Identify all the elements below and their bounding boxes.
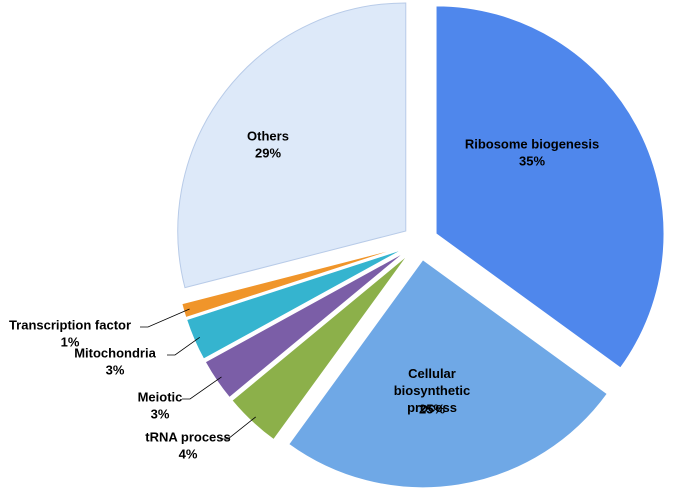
value-label: 3% <box>151 406 170 421</box>
slice-label: Cellular biosynthetic process <box>394 366 471 415</box>
slice-label: Mitochondria <box>74 345 156 360</box>
value-label: 25% <box>419 401 445 416</box>
slice-label: Others <box>247 128 289 143</box>
value-label: 35% <box>519 153 545 168</box>
pie-slice <box>435 5 665 369</box>
value-label: 29% <box>255 145 281 160</box>
value-label: 3% <box>106 362 125 377</box>
pie-slice <box>181 246 403 319</box>
pie-slice <box>288 259 608 489</box>
pie-slice <box>186 248 404 360</box>
slice-label: Ribosome biogenesis <box>465 136 599 151</box>
leader-line <box>167 336 200 356</box>
slice-label: Meiotic <box>138 389 183 404</box>
value-label: 1% <box>61 334 80 349</box>
leader-line <box>140 308 190 328</box>
leader-line <box>220 416 256 440</box>
pie-slice <box>231 254 409 441</box>
leader-line <box>182 376 222 400</box>
slice-label: Transcription factor <box>9 317 131 332</box>
pie-slice <box>177 2 407 289</box>
value-label: 4% <box>179 446 198 461</box>
slice-label: tRNA process <box>145 429 230 444</box>
